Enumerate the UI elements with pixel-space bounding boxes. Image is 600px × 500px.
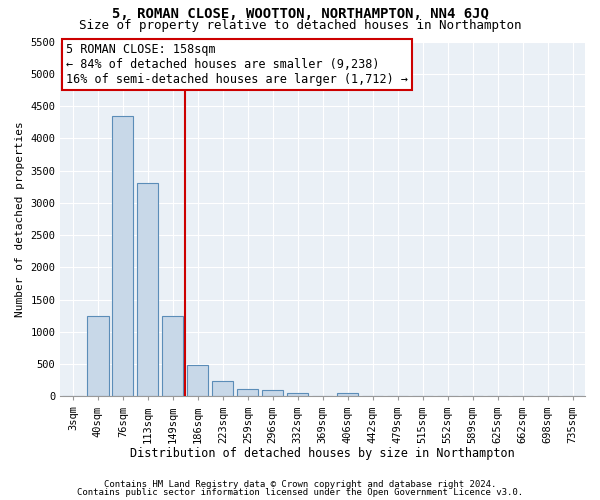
- Bar: [112, 116, 133, 396]
- Bar: [187, 366, 208, 396]
- Text: Size of property relative to detached houses in Northampton: Size of property relative to detached ho…: [79, 19, 521, 32]
- Bar: [262, 390, 283, 396]
- Y-axis label: Number of detached properties: Number of detached properties: [15, 121, 25, 317]
- Bar: [87, 316, 109, 396]
- Text: Contains public sector information licensed under the Open Government Licence v3: Contains public sector information licen…: [77, 488, 523, 497]
- Text: Contains HM Land Registry data © Crown copyright and database right 2024.: Contains HM Land Registry data © Crown c…: [104, 480, 496, 489]
- Bar: [162, 316, 184, 396]
- Text: 5, ROMAN CLOSE, WOOTTON, NORTHAMPTON, NN4 6JQ: 5, ROMAN CLOSE, WOOTTON, NORTHAMPTON, NN…: [112, 8, 488, 22]
- Text: 5 ROMAN CLOSE: 158sqm
← 84% of detached houses are smaller (9,238)
16% of semi-d: 5 ROMAN CLOSE: 158sqm ← 84% of detached …: [65, 44, 407, 86]
- Bar: [237, 388, 259, 396]
- Bar: [137, 184, 158, 396]
- X-axis label: Distribution of detached houses by size in Northampton: Distribution of detached houses by size …: [130, 447, 515, 460]
- Bar: [337, 393, 358, 396]
- Bar: [212, 381, 233, 396]
- Bar: [287, 393, 308, 396]
